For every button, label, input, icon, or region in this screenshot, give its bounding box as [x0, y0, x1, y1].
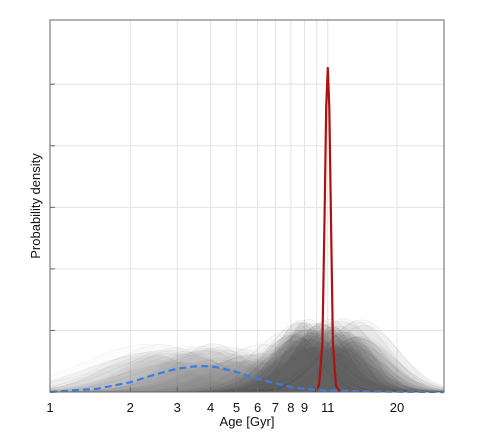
x-tick-label: 9 [301, 400, 308, 415]
ensemble-curve [49, 354, 445, 393]
x-axis-ticks: 1 2 3 4 5 6 7 8 9 11 20 [46, 387, 404, 415]
ensemble-curve [49, 356, 444, 393]
ensemble-curve [49, 349, 445, 393]
x-tick-label: 8 [287, 400, 294, 415]
x-axis-label: Age [Gyr] [220, 414, 275, 429]
ensemble-curve [49, 362, 445, 393]
posterior-ensemble [49, 318, 445, 393]
ensemble-curve [49, 352, 445, 393]
x-tick-label: 3 [174, 400, 181, 415]
series-line-0 [313, 66, 341, 393]
ensemble-curve [49, 360, 445, 393]
ensemble-curve [50, 346, 445, 393]
series-line-1 [49, 365, 445, 394]
x-tick-label: 4 [207, 400, 214, 415]
x-tick-label: 6 [254, 400, 261, 415]
y-axis-label: Probability density [28, 153, 43, 259]
x-tick-label: 5 [233, 400, 240, 415]
ensemble-curve [50, 359, 445, 393]
ensemble-curve [49, 345, 445, 393]
x-tick-label: 11 [321, 400, 335, 415]
plot-frame [49, 19, 445, 393]
x-tick-label: 2 [127, 400, 134, 415]
x-tick-label: 7 [272, 400, 279, 415]
series-layer [49, 66, 445, 394]
ensemble-curve [50, 353, 445, 393]
ensemble-curve [49, 350, 445, 393]
x-tick-label: 20 [390, 400, 404, 415]
x-tick-label: 1 [46, 400, 53, 415]
ensemble-curve [49, 353, 445, 393]
